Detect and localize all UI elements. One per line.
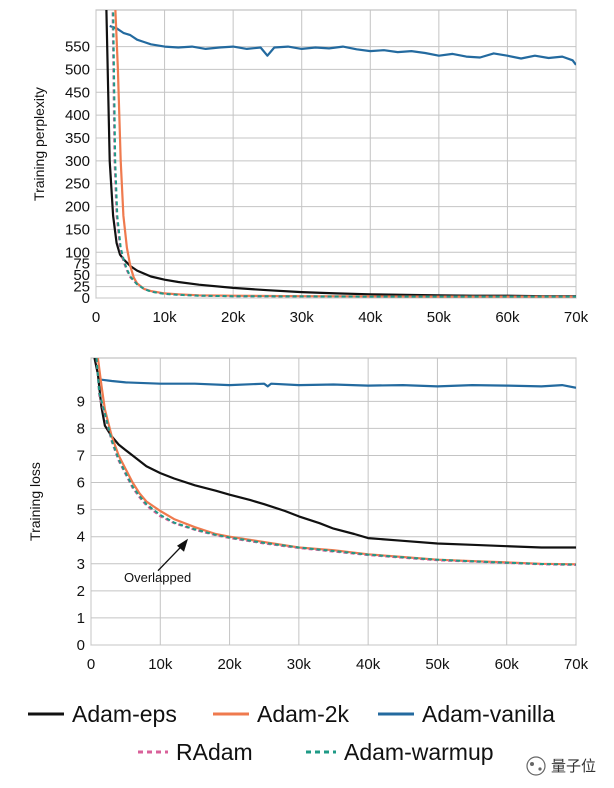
loss-annotation: Overlapped	[124, 538, 191, 585]
legend-label-adam-eps: Adam-eps	[72, 701, 177, 727]
perplexity-x-tick-label: 60k	[495, 309, 520, 326]
loss-y-tick-label: 5	[77, 502, 85, 519]
legend-label-adam-2k: Adam-2k	[257, 701, 350, 727]
perplexity-y-tick-label: 25	[73, 279, 90, 296]
perplexity-y-tick-label: 350	[65, 130, 90, 147]
perplexity-y-tick-label: 450	[65, 84, 90, 101]
perplexity-series-group	[105, 10, 576, 298]
loss-y-tick-label: 3	[77, 556, 85, 573]
perplexity-y-tick-label: 50	[73, 267, 90, 284]
chart-loss: 0 10k 20k 30k 40k 50k 60k 70k 0 1 2 3 4 5 6 7 8 9 Training…	[27, 357, 589, 673]
perplexity-series-adam-warmup	[112, 10, 576, 298]
loss-plot-frame	[90, 357, 577, 646]
perplexity-x-tick-label: 10k	[152, 309, 177, 326]
loss-x-tick-label: 20k	[217, 656, 242, 673]
perplexity-y-tick-label: 500	[65, 61, 90, 78]
perplexity-x-tick-label: 30k	[290, 309, 315, 326]
perplexity-x-tick-label: 20k	[221, 309, 246, 326]
perplexity-y-tick-label: 150	[65, 221, 90, 238]
perplexity-y-tick-label: 100	[65, 244, 90, 261]
loss-x-tick-label: 70k	[564, 656, 589, 673]
watermark: 量子位	[526, 756, 596, 776]
perplexity-series-adam-eps	[105, 10, 576, 298]
loss-y-tick-label: 9	[77, 393, 85, 410]
loss-x-tick-label: 30k	[287, 656, 312, 673]
annotation-arrow-head	[177, 538, 188, 552]
loss-y-tick-label: 6	[77, 475, 85, 492]
loss-x-tick-label: 40k	[356, 656, 381, 673]
annotation-label: Overlapped	[124, 570, 191, 585]
legend-label-radam: RAdam	[176, 739, 253, 765]
legend-label-adam-vanilla: Adam-vanilla	[422, 701, 555, 727]
loss-y-tick-label: 1	[77, 610, 85, 627]
perplexity-x-tick-label: 0	[92, 309, 100, 326]
perplexity-y-tick-label: 250	[65, 176, 90, 193]
loss-x-tick-label: 0	[87, 656, 95, 673]
loss-y-tick-label: 4	[77, 529, 85, 546]
loss-series-adam-vanilla	[101, 378, 576, 389]
perplexity-y-tick-label: 75	[73, 256, 90, 273]
loss-series-group	[93, 358, 576, 566]
perplexity-plot-frame	[95, 9, 577, 299]
perplexity-x-tick-label: 70k	[564, 309, 589, 326]
perplexity-y-tick-label: 400	[65, 107, 90, 124]
loss-y-axis-title: Training loss	[27, 462, 43, 541]
watermark-logo-dot	[538, 767, 542, 771]
watermark-text: 量子位	[551, 757, 596, 775]
watermark-logo-icon	[526, 756, 546, 776]
perplexity-y-tick-label: 200	[65, 199, 90, 216]
perplexity-y-tick-label: 550	[65, 39, 90, 56]
perplexity-series-adam-vanilla	[109, 24, 576, 66]
watermark-logo-dot	[530, 762, 534, 766]
loss-x-tick-label: 50k	[425, 656, 450, 673]
perplexity-y-axis-title: Training perplexity	[31, 87, 47, 201]
perplexity-x-tick-label: 40k	[358, 309, 383, 326]
legend-label-adam-warmup: Adam-warmup	[344, 739, 494, 765]
loss-y-tick-label: 2	[77, 583, 85, 600]
loss-series-adam-warmup	[95, 358, 576, 566]
loss-x-tick-label: 10k	[148, 656, 173, 673]
loss-series-adam-eps	[93, 358, 576, 549]
loss-y-tick-label: 0	[77, 637, 85, 654]
perplexity-x-tick-label: 50k	[427, 309, 452, 326]
loss-y-tick-label: 8	[77, 420, 85, 437]
loss-y-tick-label: 7	[77, 447, 85, 464]
legend: Adam-eps Adam-2k Adam-vanilla RAdam Adam-war…	[28, 701, 555, 765]
perplexity-y-tick-label: 300	[65, 153, 90, 170]
perplexity-y-tick-label: 0	[82, 290, 90, 307]
loss-x-tick-label: 60k	[495, 656, 520, 673]
